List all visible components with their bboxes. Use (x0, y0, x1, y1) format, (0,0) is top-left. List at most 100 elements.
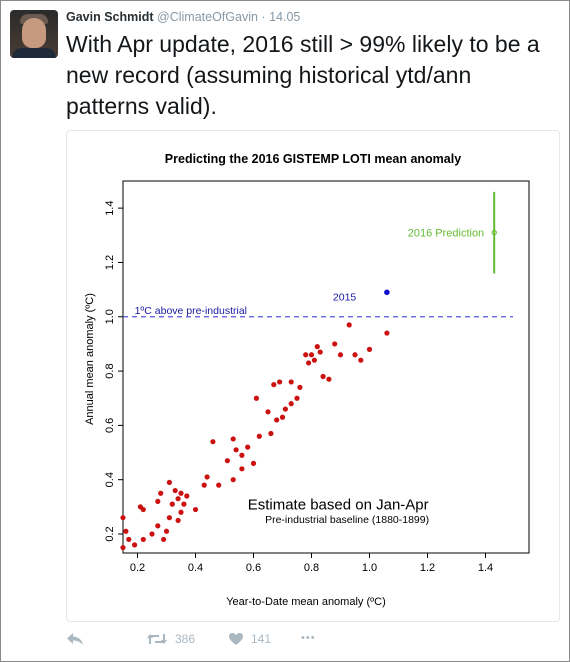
reply-icon (67, 633, 83, 645)
data-point (253, 395, 259, 401)
data-point (303, 352, 309, 358)
tweet-text: With Apr update, 2016 still > 99% likely… (66, 31, 540, 119)
timestamp[interactable]: 14.05 (269, 10, 301, 24)
data-point (314, 344, 320, 350)
y-tick-label: 0.4 (104, 472, 116, 487)
data-point (140, 536, 146, 543)
y-tick-label: 0.8 (104, 363, 116, 378)
plot-box (122, 180, 530, 554)
data-point (230, 436, 236, 442)
axes: 0.2 0.4 0.6 0.8 1.0 1.2 1.4 0.2 0.4 0.6 0.8 1.0 1.2 1… (104, 180, 530, 574)
data-point (149, 531, 155, 537)
data-points (120, 289, 390, 551)
data-point (337, 352, 344, 358)
tweet-actions: 386 141 ••• (66, 632, 366, 656)
data-point (184, 493, 190, 499)
x-axis-label: Year-to-Date mean anomaly (ºC) (226, 596, 386, 608)
prediction-point (491, 229, 497, 236)
chart-title: Predicting the 2016 GISTEMP LOTI mean an… (165, 152, 461, 166)
data-point (288, 379, 294, 385)
data-point (277, 379, 283, 385)
reference-line-label: 1ºC above pre-industrial (135, 305, 247, 317)
x-tick-label: 0.6 (246, 562, 261, 574)
data-point (123, 528, 129, 534)
data-point (256, 433, 262, 439)
data-point (294, 395, 300, 401)
heart-icon (229, 633, 243, 645)
data-point (166, 515, 172, 521)
avatar[interactable] (10, 10, 58, 58)
x-tick-label: 1.0 (362, 562, 377, 574)
retweet-button[interactable]: 386 (146, 632, 195, 646)
data-point (163, 528, 170, 534)
data-point (120, 515, 126, 521)
highlight-label-2015: 2015 (333, 291, 357, 303)
y-tick-label: 0.6 (104, 418, 116, 433)
data-point (126, 536, 132, 543)
scatter-chart: Predicting the 2016 GISTEMP LOTI mean an… (84, 152, 530, 608)
x-tick-label: 0.4 (188, 562, 203, 574)
data-point (161, 536, 167, 543)
data-point (279, 414, 286, 420)
data-point (175, 496, 181, 502)
prediction-label: 2016 Prediction (408, 228, 484, 240)
data-point (297, 384, 303, 390)
data-point (120, 544, 126, 551)
annotation-sub: Pre-industrial baseline (1880-1899) (265, 514, 429, 526)
author-handle[interactable]: @ClimateOfGavin (157, 10, 258, 24)
y-axis-label: Annual mean anomaly (ºC) (84, 293, 96, 425)
data-point (155, 523, 161, 529)
data-point (239, 466, 245, 472)
y-tick-label: 0.2 (104, 526, 116, 541)
x-tick-label: 1.4 (478, 562, 493, 574)
data-point (224, 458, 230, 464)
data-point (155, 498, 161, 505)
data-point (288, 401, 294, 407)
data-point (140, 506, 146, 513)
author-name[interactable]: Gavin Schmidt (66, 10, 154, 24)
data-point (178, 490, 184, 496)
more-icon: ••• (301, 632, 316, 644)
data-point (175, 517, 181, 524)
data-point (366, 346, 373, 352)
annotation-main: Estimate based on Jan-Apr (248, 497, 429, 514)
data-point (352, 352, 358, 358)
data-point (250, 460, 257, 466)
prediction-errorbar (491, 191, 497, 274)
data-point (346, 322, 352, 328)
data-point (210, 439, 216, 445)
data-point (358, 357, 364, 363)
data-point (274, 417, 280, 423)
data-point (201, 482, 207, 488)
data-point (192, 506, 199, 513)
data-point (332, 341, 338, 347)
data-point (239, 452, 245, 458)
data-point (311, 357, 317, 363)
data-point (204, 474, 210, 480)
like-count: 141 (251, 632, 272, 646)
separator: · (261, 10, 266, 24)
y-tick-label: 1.4 (104, 201, 116, 216)
x-tick-label: 1.2 (420, 562, 435, 574)
data-point (282, 406, 288, 412)
media-card[interactable]: Predicting the 2016 GISTEMP LOTI mean an… (66, 130, 560, 622)
y-tick-label: 1.0 (104, 309, 116, 324)
data-point (181, 501, 187, 507)
x-tick-label: 0.2 (130, 562, 145, 574)
data-point (172, 487, 178, 494)
data-point (132, 542, 138, 548)
data-point (216, 482, 222, 488)
data-point (230, 477, 236, 483)
data-point (166, 479, 172, 486)
data-point (265, 409, 271, 415)
data-point (233, 447, 239, 453)
retweet-count: 386 (175, 632, 196, 646)
more-button[interactable]: ••• (301, 632, 316, 644)
data-point (326, 376, 332, 382)
reply-button[interactable] (66, 632, 84, 646)
retweet-icon (147, 634, 167, 644)
tweet-header: Gavin Schmidt @ClimateOfGavin · 14.05 (66, 10, 300, 24)
data-point (320, 373, 326, 380)
data-point (245, 444, 251, 450)
like-button[interactable]: 141 (228, 632, 271, 646)
